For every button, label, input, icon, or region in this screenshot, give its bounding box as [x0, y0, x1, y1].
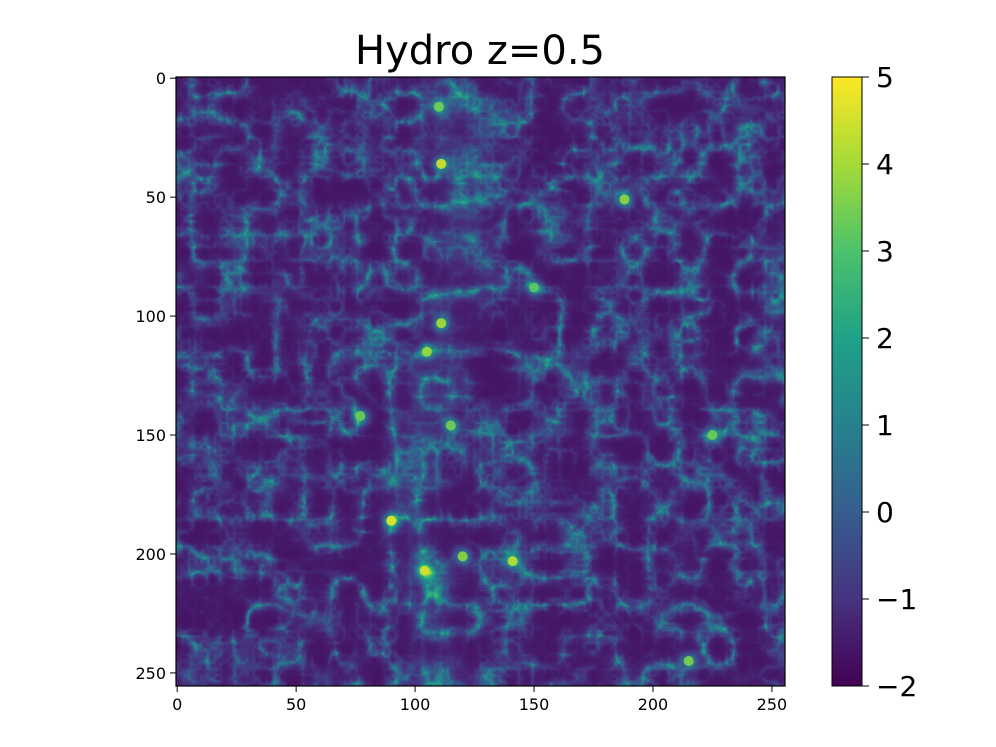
- x-tick-label: 50: [286, 695, 306, 714]
- bright-clump: [683, 656, 694, 667]
- y-axis: 0 50 100 150 200 250: [135, 69, 176, 683]
- bright-clump: [707, 430, 718, 441]
- y-tick-label: 200: [135, 545, 166, 564]
- x-tick-label: 0: [172, 695, 182, 714]
- colorbar-tick-label: −2: [876, 670, 917, 703]
- bright-clump: [457, 551, 468, 562]
- heatmap-image: [175, 76, 786, 687]
- x-tick-label: 200: [638, 695, 669, 714]
- density-field: [176, 77, 785, 686]
- bright-clump: [436, 318, 447, 329]
- bright-clump: [529, 282, 540, 293]
- bright-clump: [386, 515, 397, 526]
- bright-clump: [507, 556, 518, 567]
- bright-clumps: [355, 101, 718, 667]
- x-tick-label: 250: [757, 695, 788, 714]
- bright-clump: [419, 565, 430, 576]
- colorbar-axis: −2 −1 0 1 2 3 4 5: [862, 61, 917, 703]
- colorbar-tick-label: 5: [876, 61, 894, 94]
- y-tick-label: 150: [135, 426, 166, 445]
- colorbar-tick-label: 3: [876, 235, 894, 268]
- chart-title: Hydro z=0.5: [355, 28, 605, 74]
- colorbar-tick-label: 0: [876, 496, 894, 529]
- colorbar-gradient: [831, 76, 863, 687]
- plot-frame: [175, 76, 786, 687]
- colorbar-tick-label: 1: [876, 409, 894, 442]
- bright-clump: [355, 410, 366, 421]
- bright-clump: [445, 420, 456, 431]
- y-tick-label: 100: [135, 307, 166, 326]
- y-tick-label: 250: [135, 664, 166, 683]
- bright-clump: [421, 346, 432, 357]
- colorbar: −2 −1 0 1 2 3 4 5: [831, 61, 917, 703]
- x-axis: 0 50 100 150 200 250: [172, 686, 787, 714]
- bright-clump: [619, 194, 630, 205]
- colorbar-tick-label: 2: [876, 322, 894, 355]
- x-tick-label: 100: [400, 695, 431, 714]
- bright-clump: [433, 101, 444, 112]
- y-tick-label: 50: [146, 188, 166, 207]
- x-tick-label: 150: [519, 695, 550, 714]
- colorbar-tick-label: −1: [876, 583, 917, 616]
- colorbar-tick-label: 4: [876, 148, 894, 181]
- y-tick-label: 0: [156, 69, 166, 88]
- bright-clump: [436, 158, 447, 169]
